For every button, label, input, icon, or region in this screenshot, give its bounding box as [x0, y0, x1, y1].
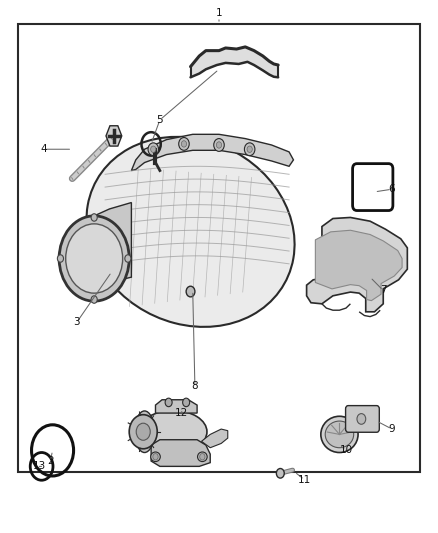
Polygon shape: [155, 400, 197, 413]
Text: 8: 8: [191, 382, 198, 391]
Polygon shape: [307, 217, 407, 312]
Circle shape: [179, 138, 189, 150]
Circle shape: [276, 469, 284, 478]
Polygon shape: [201, 429, 228, 448]
FancyBboxPatch shape: [346, 406, 379, 432]
Text: 12: 12: [175, 408, 188, 418]
Circle shape: [214, 139, 224, 151]
Text: 4: 4: [40, 144, 47, 154]
Ellipse shape: [325, 421, 354, 448]
Circle shape: [151, 146, 156, 152]
Circle shape: [148, 143, 159, 156]
Text: 1: 1: [215, 9, 223, 18]
Circle shape: [165, 398, 172, 407]
Circle shape: [59, 216, 129, 301]
Circle shape: [136, 423, 150, 440]
PathPatch shape: [191, 47, 278, 77]
Ellipse shape: [321, 416, 358, 453]
Circle shape: [91, 296, 97, 303]
Text: 2: 2: [47, 456, 54, 466]
Polygon shape: [131, 134, 293, 171]
Circle shape: [216, 142, 222, 148]
Circle shape: [57, 255, 64, 262]
Text: 9: 9: [389, 424, 396, 434]
Ellipse shape: [86, 137, 295, 327]
Circle shape: [247, 146, 252, 152]
Text: 6: 6: [389, 184, 396, 194]
Circle shape: [181, 141, 187, 147]
Polygon shape: [151, 440, 210, 466]
Circle shape: [183, 398, 190, 407]
Polygon shape: [106, 126, 122, 146]
Circle shape: [129, 415, 157, 449]
Ellipse shape: [139, 410, 207, 453]
Ellipse shape: [151, 452, 160, 462]
Ellipse shape: [135, 411, 154, 453]
Polygon shape: [94, 203, 131, 289]
Text: 13: 13: [33, 462, 46, 471]
Ellipse shape: [198, 452, 207, 462]
Text: 10: 10: [339, 446, 353, 455]
Circle shape: [91, 214, 97, 221]
Circle shape: [357, 414, 366, 424]
Text: 3: 3: [73, 318, 80, 327]
Circle shape: [244, 143, 255, 156]
Text: 7: 7: [380, 286, 387, 295]
Text: 5: 5: [156, 115, 163, 125]
Circle shape: [66, 224, 123, 293]
Circle shape: [200, 454, 205, 460]
Circle shape: [125, 255, 131, 262]
Bar: [18, 24, 420, 472]
Polygon shape: [315, 230, 402, 301]
Circle shape: [186, 286, 195, 297]
Circle shape: [153, 454, 158, 460]
Ellipse shape: [59, 221, 129, 296]
Text: 11: 11: [298, 475, 311, 484]
